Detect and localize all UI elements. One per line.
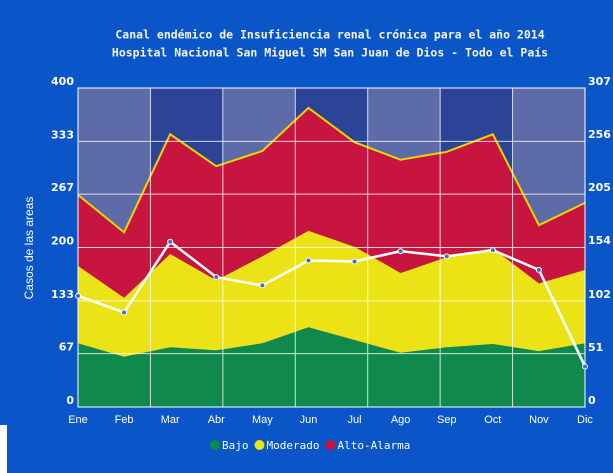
x-tick-label: Feb	[115, 414, 134, 426]
x-tick-label: Nov	[529, 414, 549, 426]
area	[78, 230, 585, 357]
x-tick-label: Dic	[577, 414, 593, 426]
line-point	[351, 258, 358, 265]
line-point	[305, 257, 312, 264]
line-point	[121, 309, 128, 316]
line-point	[443, 253, 450, 260]
y-tick-label: 133	[51, 288, 74, 301]
y-axis-label: Casos de las areas	[22, 197, 36, 300]
y-tick-label: 333	[51, 128, 74, 141]
y-tick-label: 267	[51, 181, 74, 194]
line-point	[582, 363, 588, 370]
chart-title: Canal endémico de Insuficiencia renal cr…	[115, 28, 544, 42]
y2-tick-label: 205	[588, 181, 611, 194]
legend-label: Bajo	[222, 439, 249, 452]
legend-swatch	[210, 440, 220, 450]
x-tick-label: Ago	[391, 414, 411, 426]
x-tick-label: Abr	[208, 414, 225, 426]
line-point	[167, 238, 174, 245]
legend-swatch	[325, 440, 336, 450]
x-tick-label: Oct	[484, 414, 501, 426]
x-tick-label: Mar	[161, 414, 180, 426]
line-point	[75, 292, 81, 299]
legend-swatch	[254, 440, 265, 450]
x-tick-label: May	[252, 414, 273, 426]
line-point	[535, 266, 542, 273]
line-point	[397, 248, 404, 255]
area	[78, 107, 585, 298]
y2-tick-label: 0	[588, 394, 596, 407]
chart-subtitle: Hospital Nacional San Miguel SM San Juan…	[112, 46, 548, 60]
x-tick-label: Ene	[68, 414, 88, 426]
x-tick-label: Jul	[348, 414, 362, 426]
edge-panel	[0, 425, 7, 473]
area	[78, 327, 585, 407]
y-tick-label: 400	[51, 75, 74, 88]
y2-tick-label: 51	[588, 341, 603, 354]
y2-tick-label: 256	[588, 128, 611, 141]
line	[77, 239, 587, 368]
legend-label: Moderado	[267, 439, 320, 452]
x-tick-label: Sep	[437, 414, 457, 426]
y2-tick-label: 307	[588, 75, 611, 88]
line-point	[489, 247, 496, 254]
y2-tick-label: 154	[588, 234, 611, 247]
plot-frame	[77, 87, 586, 408]
y-tick-label: 67	[59, 341, 74, 354]
x-tick-label: Jun	[300, 414, 318, 426]
y-tick-label: 0	[66, 394, 74, 407]
line-point	[259, 282, 266, 289]
legend-label: Alto-Alarma	[337, 439, 410, 452]
y2-tick-label: 102	[588, 288, 611, 301]
area-edge	[77, 106, 586, 234]
line-point	[213, 274, 220, 281]
y-tick-label: 200	[51, 235, 74, 248]
